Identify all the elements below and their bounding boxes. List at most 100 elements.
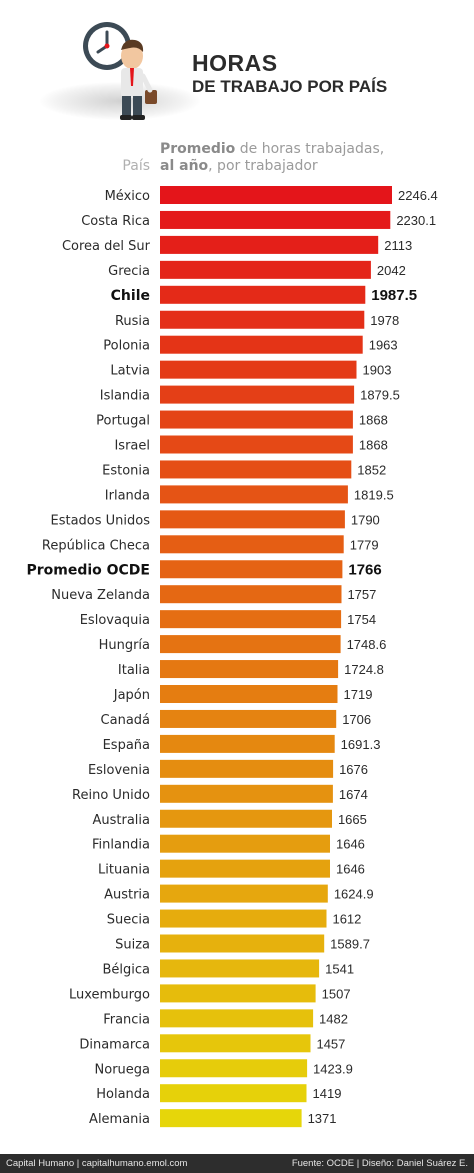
bar-18 [160,635,341,654]
value-column-header-line2: al año, por trabajador [160,158,318,174]
value-label-20: 1719 [344,687,373,702]
bar-12 [160,485,348,504]
value-label-4: 1987.5 [371,287,417,304]
category-label-16: Nueva Zelanda [51,588,150,603]
value-label-17: 1754 [347,612,376,627]
category-label-21: Canadá [101,713,150,728]
value-label-11: 1852 [357,462,386,477]
bar-26 [160,834,330,853]
bar-19 [160,660,339,679]
category-label-31: Bélgica [102,962,150,977]
bar-22 [160,734,335,753]
category-label-18: Hungría [99,638,150,653]
category-label-9: Portugal [96,414,150,429]
value-label-0: 2246.4 [398,188,438,203]
value-label-13: 1790 [351,512,380,527]
category-label-37: Alemania [89,1112,150,1127]
bar-23 [160,759,334,778]
value-label-16: 1757 [347,587,376,602]
category-label-35: Noruega [95,1062,150,1077]
bar-14 [160,535,344,554]
bar-31 [160,959,320,978]
category-label-14: República Checa [42,538,150,553]
value-label-15: 1766 [348,561,381,578]
value-label-25: 1665 [338,812,367,827]
bar-1 [160,210,391,229]
chart-subtitle: DE TRABAJO POR PAÍS [192,77,388,96]
value-label-18: 1748.6 [347,637,387,652]
value-label-34: 1457 [316,1036,345,1051]
value-header-rest-1: de horas trabajadas, [235,141,385,157]
bar-11 [160,460,352,479]
value-column-header-line1: Promedio de horas trabajadas, [160,141,384,157]
bar-25 [160,809,332,828]
category-label-20: Japón [113,688,150,703]
value-label-3: 2042 [377,263,406,278]
bar-30 [160,934,325,953]
value-label-24: 1674 [339,787,368,802]
category-label-36: Holanda [96,1087,150,1102]
bar-29 [160,909,327,928]
value-label-7: 1903 [363,363,392,378]
value-label-9: 1868 [359,413,388,428]
bar-35 [160,1059,308,1078]
header: HORAS DE TRABAJO POR PAÍS Promedio de ho… [0,0,474,180]
bar-6 [160,335,363,354]
value-label-6: 1963 [369,338,398,353]
category-label-27: Lituania [98,863,150,878]
bar-28 [160,884,328,903]
value-label-19: 1724.8 [344,662,384,677]
value-label-29: 1612 [332,912,361,927]
bar-2 [160,235,379,254]
category-label-32: Luxemburgo [69,987,150,1002]
bar-27 [160,859,330,878]
country-column-header: País [122,158,150,174]
footer: Capital Humano | capitalhumano.emol.com … [0,1154,474,1173]
value-label-1: 2230.1 [396,213,436,228]
category-label-33: Francia [103,1012,150,1027]
category-label-3: Grecia [108,264,150,279]
bar-4 [160,285,366,304]
value-label-5: 1978 [370,313,399,328]
bar-8 [160,385,355,404]
bar-15 [160,560,343,579]
bar-16 [160,585,342,604]
category-label-13: Estados Unidos [50,513,150,528]
illustration-shadow [40,82,200,120]
category-label-10: Israel [114,439,150,454]
category-label-4: Chile [111,288,150,304]
category-label-12: Irlanda [105,488,150,503]
category-label-0: México [105,189,150,204]
value-header-rest-2: , por trabajador [208,158,318,174]
bar-13 [160,510,345,529]
bar-0 [160,186,392,204]
bar-21 [160,709,337,728]
category-label-5: Rusia [115,314,150,329]
category-label-22: España [103,738,150,753]
value-label-21: 1706 [342,712,371,727]
category-label-24: Reino Unido [72,788,150,803]
category-label-11: Estonia [102,463,150,478]
bar-5 [160,310,365,329]
value-label-36: 1419 [313,1086,342,1101]
value-label-28: 1624.9 [334,887,374,902]
footer-credit: Capital Humano | capitalhumano.emol.com [6,1158,188,1169]
bar-7 [160,360,357,379]
value-label-8: 1879.5 [360,388,400,403]
bar-10 [160,435,353,454]
category-label-29: Suecia [107,913,150,928]
value-label-22: 1691.3 [341,737,381,752]
bar-34 [160,1034,311,1053]
value-label-37: 1371 [308,1111,337,1126]
bar-20 [160,685,338,703]
category-label-19: Italia [118,663,150,678]
category-label-8: Islandia [100,389,150,404]
category-label-17: Eslovaquia [80,613,150,628]
bar-24 [160,784,333,803]
value-label-10: 1868 [359,438,388,453]
bar-32 [160,984,316,1003]
category-label-6: Polonia [103,339,150,354]
value-label-2: 2113 [384,238,412,253]
bar-9 [160,410,353,429]
value-label-12: 1819.5 [354,487,394,502]
